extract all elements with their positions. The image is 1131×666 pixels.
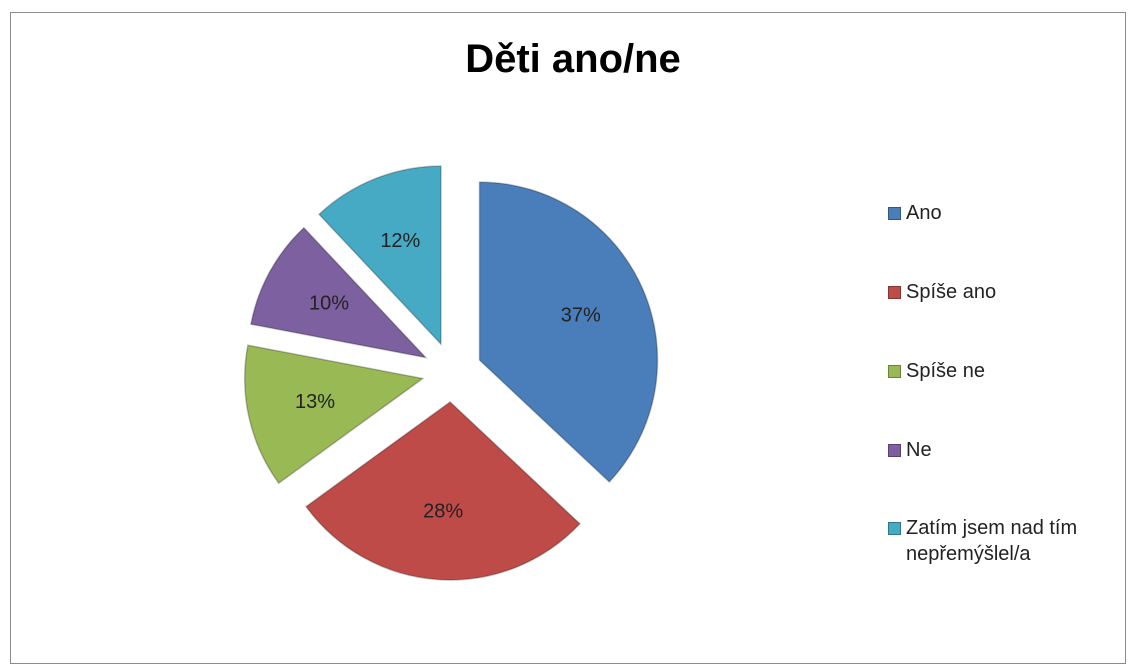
pie-slice bbox=[305, 400, 581, 581]
data-label: 13% bbox=[295, 391, 335, 413]
pie-slice bbox=[243, 344, 425, 485]
legend-swatch bbox=[888, 444, 901, 457]
legend-swatch bbox=[888, 286, 901, 299]
legend-item: Spíše ne bbox=[888, 358, 1118, 384]
legend-swatch bbox=[888, 207, 901, 220]
data-label: 12% bbox=[380, 230, 420, 252]
pie-slice bbox=[318, 165, 442, 347]
legend-swatch bbox=[888, 365, 901, 378]
chart-frame bbox=[10, 12, 1126, 664]
chart-title: Děti ano/ne bbox=[465, 37, 681, 81]
legend-label: Zatím jsem nad tím nepřemýšlel/a bbox=[906, 517, 1078, 565]
data-label: 10% bbox=[309, 293, 349, 315]
legend-label: Ne bbox=[906, 439, 932, 461]
data-label: 28% bbox=[423, 500, 463, 522]
legend-item: Ano bbox=[888, 200, 1118, 226]
legend-item: Ne bbox=[888, 437, 1118, 463]
legend-label: Spíše ano bbox=[906, 281, 997, 303]
legend-item: Spíše ano bbox=[888, 279, 1118, 305]
pie-slice bbox=[249, 226, 428, 359]
legend-swatch bbox=[888, 522, 901, 535]
pie-slice bbox=[478, 181, 659, 483]
data-label: 37% bbox=[561, 305, 601, 327]
legend-label: Ano bbox=[906, 202, 942, 224]
legend-label: Spíše ne bbox=[906, 360, 985, 382]
legend-item: Zatím jsem nad tím nepřemýšlel/a bbox=[888, 515, 1118, 567]
